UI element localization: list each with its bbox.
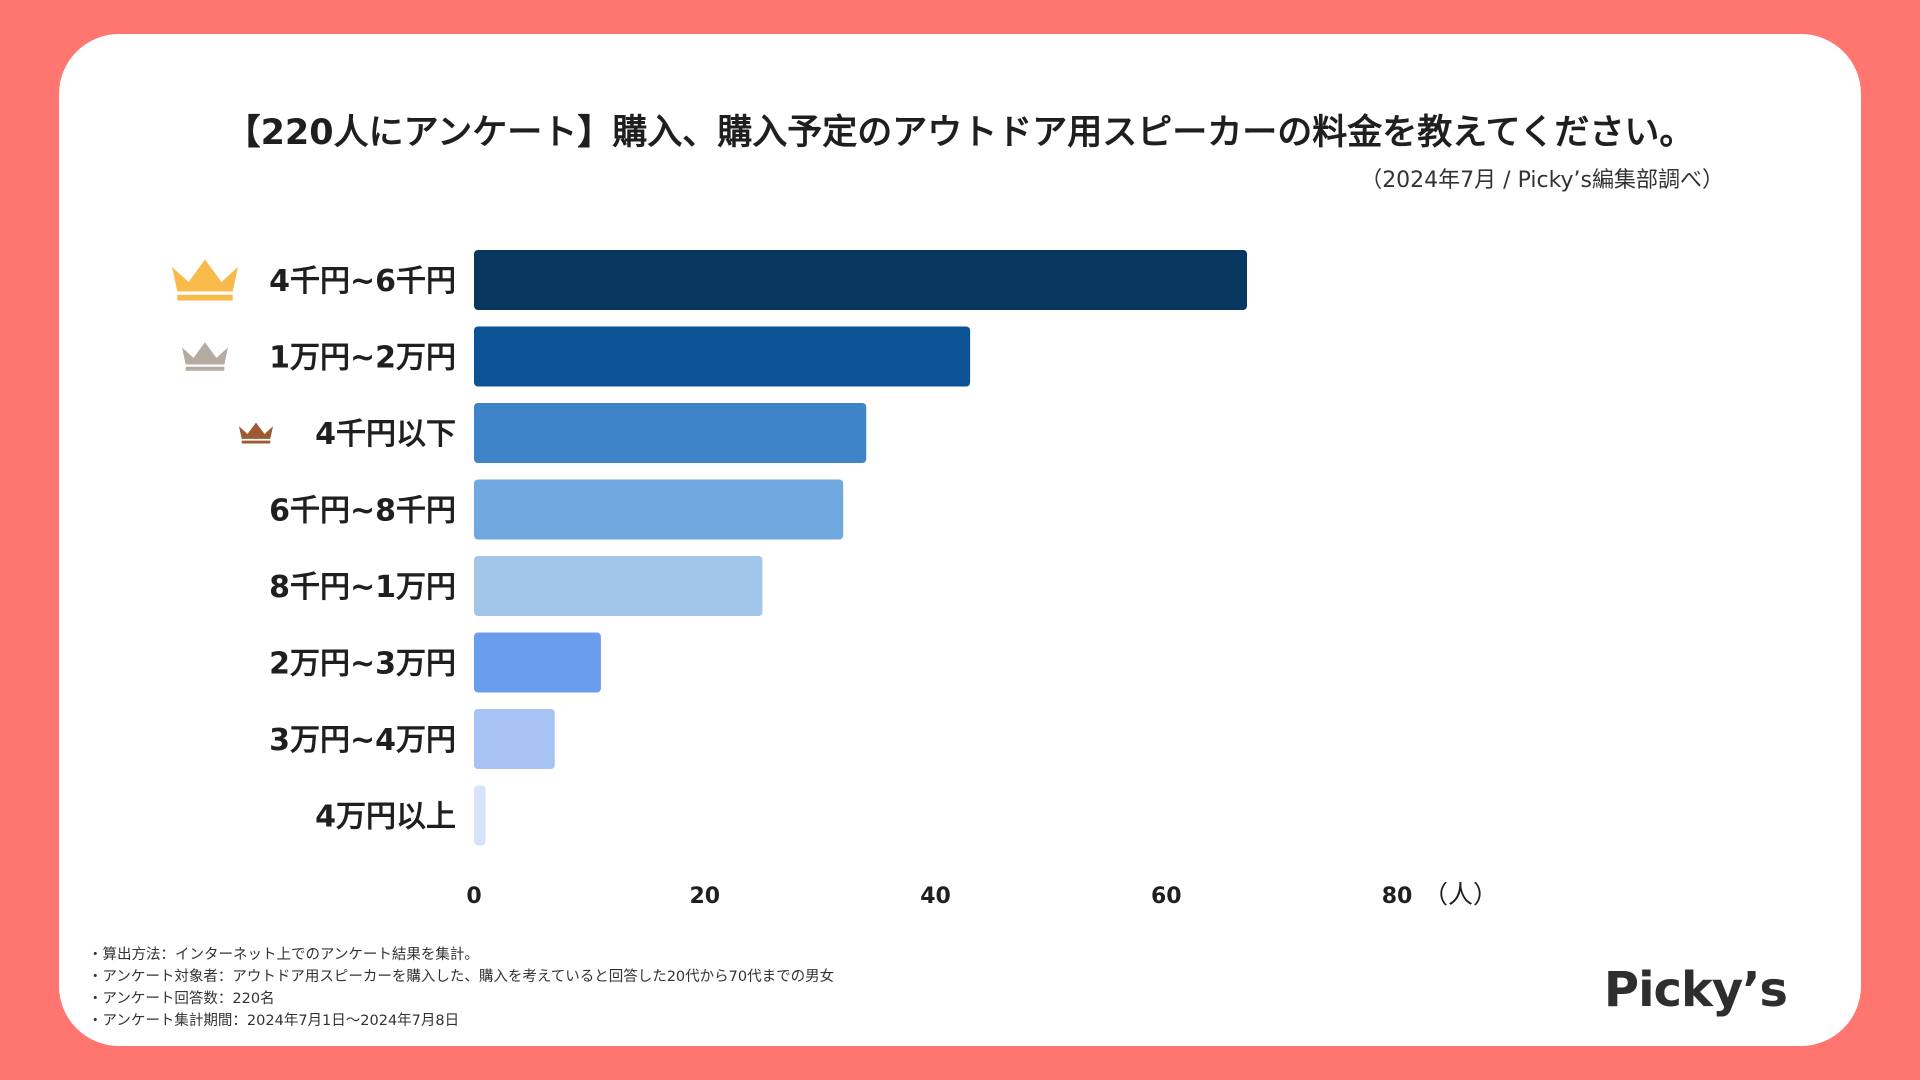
crown-silver-icon [182, 342, 228, 371]
crown-gold-icon [172, 259, 238, 301]
bar-1 [474, 250, 1248, 310]
note-line-period: ・アンケート集計期間：2024年7月1日〜2024年7月8日 [88, 1013, 460, 1029]
category-label-5: 8千円~1万円 [269, 570, 456, 605]
x-tick-label-3: 40 [920, 884, 951, 909]
x-tick-label-2: 20 [689, 884, 720, 909]
note-line-count: ・アンケート回答数：220名 [88, 991, 275, 1007]
bar-chart: 4千円~6千円 1万円~2万円 4千円以下 6千円~8千円 8千円~1万円 2万円~3万円… [172, 250, 1498, 909]
chart-subtitle: （2024年7月 / Picky’s編集部調べ） [1360, 168, 1724, 193]
bar-5 [474, 556, 763, 616]
bar-4 [474, 479, 844, 540]
category-label-6: 2万円~3万円 [269, 647, 456, 682]
category-label-3: 4千円以下 [315, 417, 456, 452]
category-label-4: 6千円~8千円 [269, 494, 456, 529]
category-label-1: 4千円~6千円 [269, 264, 456, 299]
bar-3 [474, 403, 867, 463]
survey-notes: ・算出方法：インターネット上でのアンケート結果を集計。 ・アンケート対象者：アウ… [88, 944, 834, 1032]
chart-card: 【220人にアンケート】購入、購入予定のアウトドア用スピーカーの料金を教えてくだ… [59, 34, 1861, 1046]
category-label-8: 4万円以上 [315, 800, 456, 835]
category-label-2: 1万円~2万円 [269, 341, 456, 376]
category-label-7: 3万円~4万円 [269, 723, 456, 758]
crown-bronze-icon [239, 422, 273, 444]
x-tick-label-4: 60 [1151, 884, 1182, 909]
x-tick-label-1: 0 [466, 884, 481, 909]
bar-2 [474, 326, 971, 387]
bar-7 [474, 709, 555, 769]
chart-title: 【220人にアンケート】購入、購入予定のアウトドア用スピーカーの料金を教えてくだ… [225, 113, 1695, 153]
x-tick-label-5: 80 [1382, 884, 1413, 909]
brand-logo: Picky’s [1603, 962, 1788, 1018]
note-line-target: ・アンケート対象者：アウトドア用スピーカーを購入した、購入を考えていると回答した… [88, 969, 835, 985]
note-line-method: ・算出方法：インターネット上でのアンケート結果を集計。 [88, 947, 479, 963]
bar-8 [474, 785, 486, 846]
bar-6 [474, 632, 601, 693]
x-unit-label: （人） [1423, 880, 1498, 909]
